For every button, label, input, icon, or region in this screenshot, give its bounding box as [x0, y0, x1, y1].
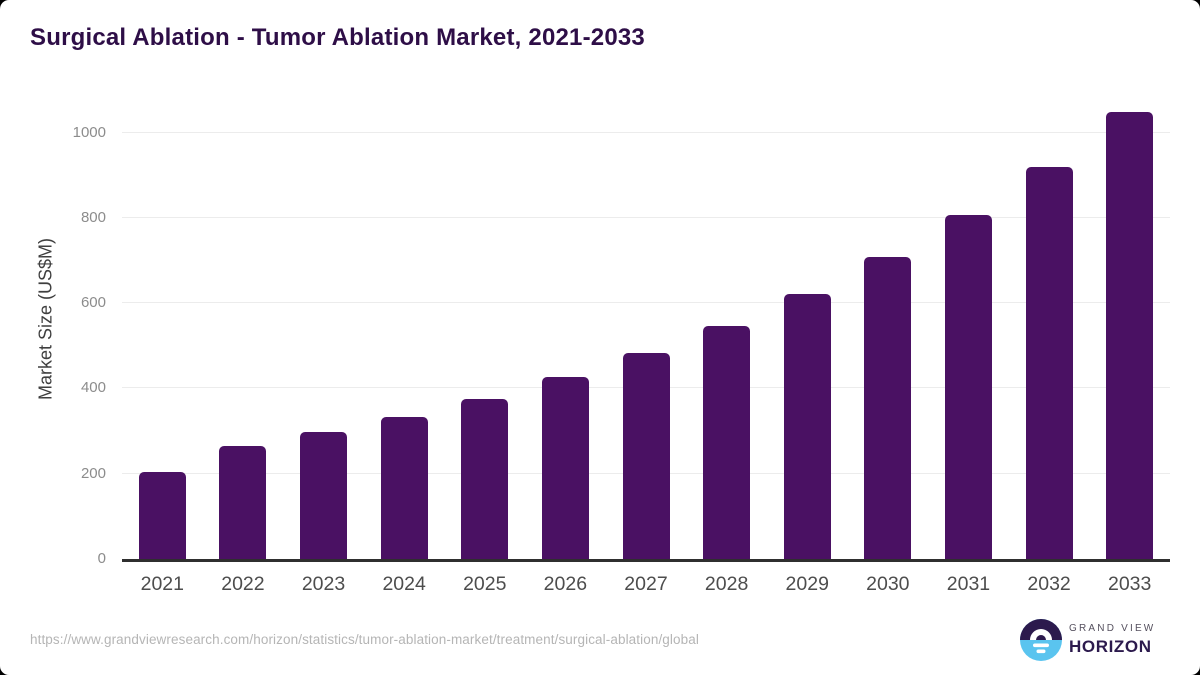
bar-2032 [1025, 167, 1073, 559]
x-tick-label-2027: 2027 [624, 573, 668, 595]
x-tick-label-2021: 2021 [140, 573, 184, 595]
y-tick-label-200: 200 [80, 464, 106, 482]
y-tick-label-0: 0 [97, 550, 106, 567]
bar-2024 [380, 416, 428, 559]
brand-logo: GRAND VIEW HORIZON [1020, 619, 1155, 661]
gridline-800 [122, 216, 1170, 218]
plot-area: 0 200 400 600 800 1000 2021 2022 2023 2024 2025 202… [73, 110, 1170, 595]
x-tick-label-2022: 2022 [221, 573, 265, 595]
gridline-1000 [122, 131, 1170, 133]
bar-2021 [138, 472, 186, 559]
x-tick-label-2030: 2030 [866, 573, 910, 595]
x-axis-line [122, 559, 1170, 562]
bar-2031 [944, 214, 992, 559]
x-tick-label-2023: 2023 [301, 573, 346, 595]
page-title: Surgical Ablation - Tumor Ablation Marke… [30, 24, 645, 51]
bar-2029 [783, 293, 831, 559]
y-tick-label-600: 600 [80, 294, 106, 312]
logo-text-horizon: HORIZON [1069, 637, 1152, 656]
y-tick-label-1000: 1000 [72, 123, 106, 141]
x-tick-label-2028: 2028 [704, 573, 749, 595]
bar-2027 [622, 353, 670, 559]
x-tick-label-2031: 2031 [946, 573, 991, 595]
y-axis-label: Market Size (US$M) [35, 237, 56, 401]
y-tick-label-800: 800 [80, 208, 106, 226]
bar-2028 [703, 326, 751, 559]
bar-2030 [864, 256, 912, 559]
bar-2033 [1106, 111, 1154, 559]
gridline-600 [122, 302, 1170, 304]
bar-2026 [541, 377, 589, 559]
x-tick-label-2032: 2032 [1027, 573, 1071, 595]
bar-2023 [300, 432, 348, 559]
y-tick-label-400: 400 [80, 379, 106, 397]
logo-text-grand-view: GRAND VIEW [1069, 623, 1156, 634]
x-tick-label-2025: 2025 [463, 573, 507, 595]
bar-2022 [219, 446, 267, 559]
source-url: https://www.grandviewresearch.com/horizo… [30, 632, 699, 647]
logo-text: GRAND VIEW HORIZON [1069, 623, 1155, 657]
bar-2025 [461, 398, 509, 559]
x-tick-label-2026: 2026 [543, 573, 588, 595]
grand-view-horizon-icon [1020, 619, 1062, 661]
x-tick-label-2024: 2024 [382, 573, 426, 595]
x-tick-label-2033: 2033 [1107, 573, 1152, 595]
x-tick-label-2029: 2029 [785, 573, 829, 595]
